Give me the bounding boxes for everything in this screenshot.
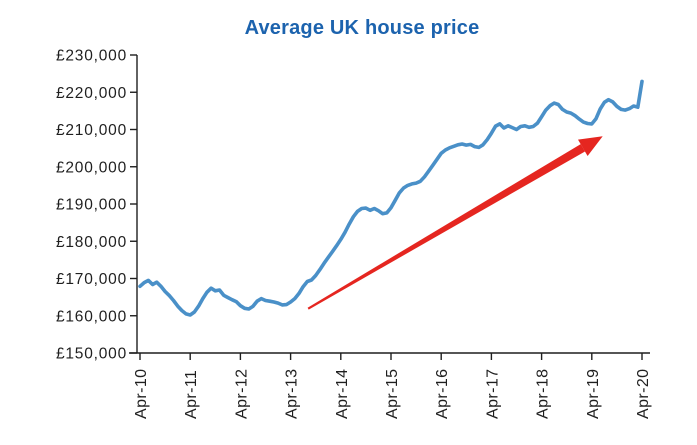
x-tick-label: Apr-10 bbox=[133, 369, 150, 419]
chart-title: Average UK house price bbox=[245, 17, 480, 39]
y-tick-label: £170,000 bbox=[56, 271, 127, 288]
y-tick-label: £150,000 bbox=[56, 346, 127, 363]
x-tick-label: Apr-12 bbox=[233, 369, 250, 419]
price-line-series bbox=[138, 79, 644, 317]
x-axis: Apr-10 Apr-11 Apr-12 Apr-13 Apr-14 Apr-15 Apr-… bbox=[129, 352, 652, 419]
y-tick-label: £190,000 bbox=[56, 197, 127, 214]
x-tick-label: Apr-16 bbox=[434, 369, 451, 419]
x-tick-label: Apr-20 bbox=[635, 369, 652, 419]
x-tick-label: Apr-18 bbox=[535, 369, 552, 419]
x-tick-label: Apr-11 bbox=[183, 370, 200, 419]
price-line bbox=[138, 79, 644, 317]
trend-arrow bbox=[307, 136, 603, 310]
y-tick-label: £220,000 bbox=[56, 85, 127, 102]
trend-arrow-head bbox=[578, 136, 603, 156]
y-tick-label: £210,000 bbox=[56, 122, 127, 139]
y-tick-label: £180,000 bbox=[56, 234, 127, 251]
y-tick-label: £200,000 bbox=[56, 159, 127, 176]
y-tick-label: £160,000 bbox=[56, 308, 127, 325]
x-tick-label: Apr-17 bbox=[484, 369, 501, 419]
x-tick-label: Apr-14 bbox=[334, 369, 351, 419]
x-tick-label: Apr-19 bbox=[585, 369, 602, 419]
y-axis: £230,000 £220,000 £210,000 £200,000 £190,000… bbox=[56, 48, 138, 363]
y-tick-label: £230,000 bbox=[56, 48, 127, 65]
x-tick-label: Apr-13 bbox=[284, 369, 301, 419]
trend-arrow-shaft bbox=[307, 144, 585, 310]
x-tick-label: Apr-15 bbox=[384, 369, 401, 419]
